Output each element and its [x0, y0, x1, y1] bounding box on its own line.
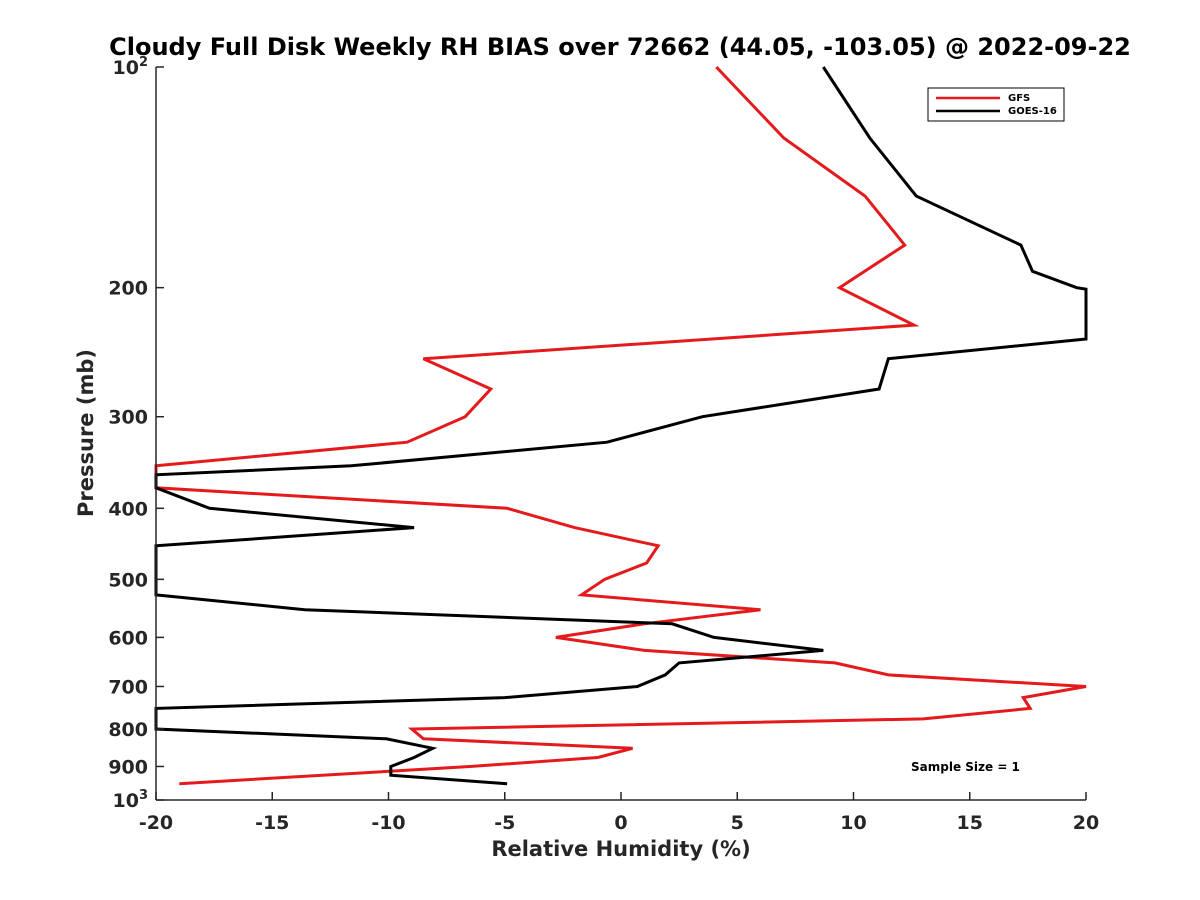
x-tick-label: -10 [371, 812, 405, 834]
x-tick-label: -15 [255, 812, 289, 834]
y-tick-label: 600 [108, 627, 148, 649]
y-tick-label: 102 [113, 55, 149, 79]
plot-area [156, 67, 1086, 800]
series-line-gfs [154, 65, 1087, 786]
x-tick-label: -5 [494, 812, 515, 834]
legend-label-goes16: GOES-16 [1008, 106, 1057, 117]
sample-size-annotation: Sample Size = 1 [911, 760, 1020, 774]
y-tick-label: 800 [108, 719, 148, 741]
y-axis-label: Pressure (mb) [74, 349, 98, 517]
chart-title: Cloudy Full Disk Weekly RH BIAS over 726… [109, 33, 1131, 61]
x-tick-label: 5 [731, 812, 744, 834]
x-axis-label: Relative Humidity (%) [491, 837, 750, 861]
y-tick-label: 700 [108, 676, 148, 698]
y-tick-label: 900 [108, 756, 148, 778]
x-tick-label: 20 [1073, 812, 1099, 834]
legend-box [927, 87, 1065, 122]
y-tick-label: 500 [108, 569, 148, 591]
y-tick-label: 200 [108, 278, 148, 300]
y-tick-label: 103 [113, 788, 149, 812]
x-tick-label: 0 [614, 812, 627, 834]
x-tick-label: -20 [139, 812, 173, 834]
y-tick-label: 400 [108, 498, 148, 520]
y-tick-label: 300 [108, 407, 148, 429]
axes-layer: -20 -15 -10 -5 0 5 10 15 20 102 200 300 400 500 600 700… [108, 55, 1099, 834]
legend-label-gfs: GFS [1008, 93, 1030, 104]
x-tick-label: 15 [957, 812, 983, 834]
legend: GFS GOES-16 [927, 87, 1065, 122]
x-tick-label: 10 [840, 812, 866, 834]
